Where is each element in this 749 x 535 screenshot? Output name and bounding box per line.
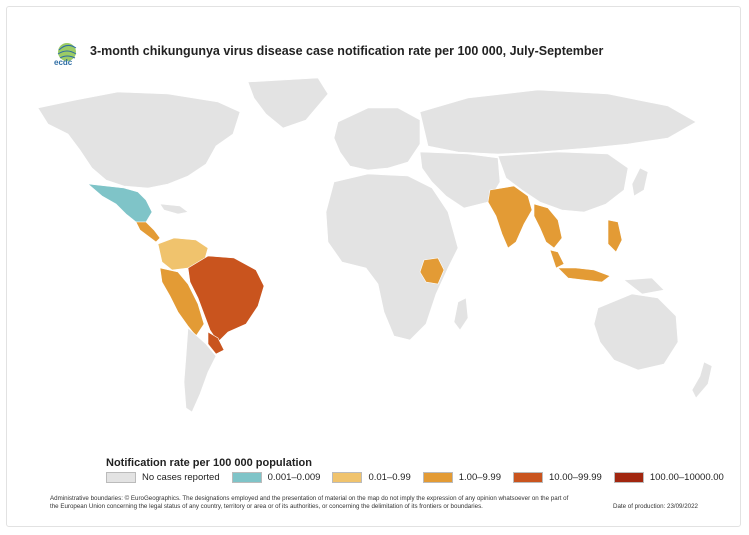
madagascar — [453, 297, 469, 331]
mexico — [87, 183, 153, 223]
russia — [419, 89, 697, 155]
legend-label: 100.00–10000.00 — [649, 472, 724, 483]
china — [497, 151, 629, 213]
europe — [333, 107, 421, 171]
legend-item-100-999: 1.00–9.99 — [422, 472, 501, 483]
india — [487, 185, 533, 249]
legend-swatch — [106, 472, 136, 483]
new-zealand — [691, 361, 713, 399]
legend-item-001-099: 0.01–0.99 — [332, 472, 411, 483]
new-guinea — [623, 277, 665, 295]
disclaimer-text: Administrative boundaries: © EuroGeograp… — [50, 495, 569, 510]
central-america — [135, 221, 161, 243]
middle-east — [419, 151, 501, 209]
brazil — [187, 255, 265, 343]
production-date: Date of production: 23/09/2022 — [613, 503, 698, 510]
legend-item-no-cases: No cases reported — [106, 472, 220, 483]
legend-item-0001-0009: 0.001–0.009 — [231, 472, 321, 483]
paraguay — [207, 331, 225, 355]
ecdc-logo: ecdc — [54, 43, 77, 67]
legend-label: 1.00–9.99 — [458, 472, 501, 483]
greenland — [247, 77, 329, 129]
legend-item-100-10000: 100.00–10000.00 — [613, 472, 724, 483]
japan — [631, 167, 649, 197]
australia — [593, 293, 679, 371]
legend-item-1000-9999: 10.00–99.99 — [513, 472, 602, 483]
legend-label: No cases reported — [142, 472, 220, 483]
legend-swatch — [422, 472, 453, 483]
legend-label: 0.001–0.009 — [267, 472, 321, 483]
kenya — [419, 257, 445, 285]
logo-text: ecdc — [54, 58, 73, 67]
legend-swatch — [231, 472, 262, 483]
malaysia — [549, 249, 565, 269]
legend-swatch — [613, 472, 644, 483]
caribbean — [159, 203, 189, 215]
world-map — [37, 77, 713, 413]
indonesia — [557, 267, 611, 283]
page-title: 3-month chikungunya virus disease case n… — [90, 44, 604, 58]
legend-title: Notification rate per 100 000 population — [106, 457, 312, 469]
myanmar-thailand — [533, 203, 563, 249]
north-america — [37, 91, 241, 189]
africa — [325, 173, 459, 341]
legend: No cases reported 0.001–0.009 0.01–0.99 … — [106, 472, 736, 483]
legend-label: 0.01–0.99 — [368, 472, 411, 483]
philippines — [607, 219, 623, 253]
legend-swatch — [513, 472, 543, 483]
southern-cone — [183, 327, 217, 413]
legend-swatch — [332, 472, 363, 483]
legend-label: 10.00–99.99 — [549, 472, 602, 483]
